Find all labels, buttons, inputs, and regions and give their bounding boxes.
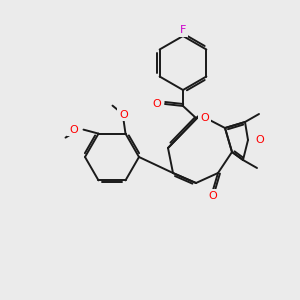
Text: O: O xyxy=(200,113,209,123)
Text: O: O xyxy=(208,191,218,201)
Text: O: O xyxy=(255,135,264,145)
Text: O: O xyxy=(200,113,209,123)
Text: O: O xyxy=(152,99,161,109)
Text: O: O xyxy=(255,135,264,145)
Text: O: O xyxy=(208,191,217,201)
Text: F: F xyxy=(179,25,187,35)
Text: O: O xyxy=(69,124,79,135)
Text: O: O xyxy=(119,110,128,120)
Text: F: F xyxy=(180,25,186,35)
Text: O: O xyxy=(70,124,79,135)
Text: O: O xyxy=(152,99,161,109)
Text: O: O xyxy=(119,110,128,120)
